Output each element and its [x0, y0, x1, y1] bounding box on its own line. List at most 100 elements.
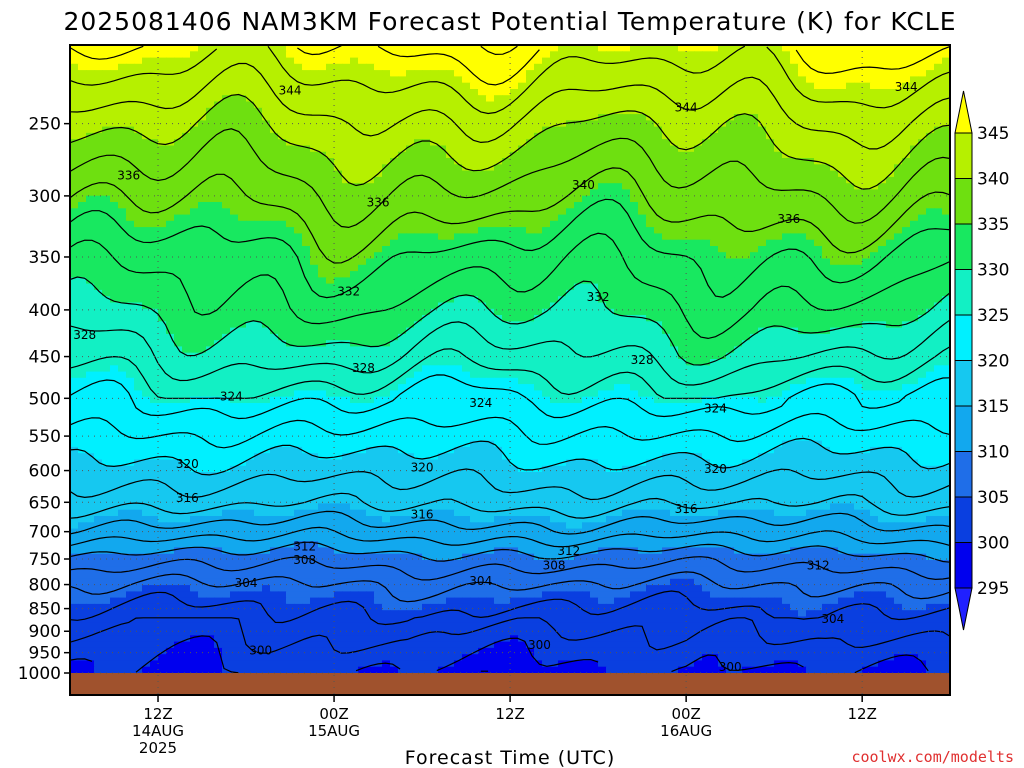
field-cell [110, 308, 119, 316]
field-cell [126, 296, 135, 304]
field-cell [750, 70, 759, 77]
field-cell [590, 189, 599, 197]
field-cell [910, 189, 919, 197]
field-cell [414, 220, 423, 228]
field-cell [774, 289, 783, 297]
field-cell [502, 70, 511, 77]
field-cell [406, 277, 415, 285]
field-cell [390, 296, 399, 304]
field-cell [110, 214, 119, 222]
field-cell [510, 101, 519, 109]
field-cell [734, 271, 743, 278]
field-cell [414, 321, 423, 329]
field-cell [142, 233, 151, 241]
field-cell [462, 139, 471, 147]
field-cell [454, 208, 463, 216]
field-cell [110, 233, 119, 241]
field-cell [726, 114, 735, 121]
field-cell [654, 151, 663, 159]
field-cell [518, 45, 527, 52]
field-cell [350, 258, 359, 266]
field-cell [686, 227, 695, 234]
field-cell [102, 176, 111, 184]
field-cell [654, 189, 663, 197]
field-cell [366, 252, 375, 260]
field-cell [398, 139, 407, 147]
field-cell [198, 189, 207, 197]
field-cell [70, 195, 79, 203]
field-cell [742, 202, 751, 209]
field-cell [790, 158, 799, 165]
field-cell [590, 296, 599, 304]
field-cell [934, 76, 943, 84]
field-cell [566, 214, 575, 222]
field-cell [398, 289, 407, 297]
field-cell [238, 302, 247, 310]
field-cell [446, 183, 455, 191]
field-cell [246, 45, 255, 52]
field-cell [710, 189, 719, 197]
field-cell [502, 315, 511, 322]
field-cell [302, 158, 311, 165]
field-cell [734, 82, 743, 90]
field-cell [798, 264, 807, 272]
field-cell [78, 252, 87, 260]
field-cell [926, 70, 935, 77]
field-cell [846, 271, 855, 278]
field-cell [78, 158, 87, 165]
field-cell [654, 63, 663, 71]
field-cell [734, 208, 743, 216]
field-cell [462, 302, 471, 310]
field-cell [350, 308, 359, 316]
field-cell [598, 132, 607, 140]
field-cell [86, 220, 95, 228]
field-cell [254, 82, 263, 90]
field-cell [150, 227, 159, 234]
field-cell [822, 45, 831, 52]
field-cell [550, 296, 559, 304]
field-cell [110, 271, 119, 278]
field-cell [806, 101, 815, 109]
field-cell [526, 164, 535, 172]
field-cell [422, 82, 431, 90]
field-cell [310, 233, 319, 241]
field-cell [790, 220, 799, 228]
field-cell [102, 139, 111, 147]
field-cell [622, 233, 631, 241]
field-cell [798, 158, 807, 165]
field-cell [342, 57, 351, 65]
field-cell [398, 120, 407, 128]
field-cell [270, 132, 279, 140]
field-cell [398, 296, 407, 304]
field-cell [902, 51, 911, 59]
field-cell [710, 114, 719, 121]
field-cell [206, 308, 215, 316]
field-cell [398, 239, 407, 247]
field-cell [806, 315, 815, 322]
field-cell [606, 139, 615, 147]
field-cell [694, 246, 703, 253]
field-cell [942, 277, 950, 285]
field-cell [94, 208, 103, 216]
field-cell [694, 57, 703, 65]
field-cell [542, 158, 551, 165]
field-cell [742, 82, 751, 90]
field-cell [798, 296, 807, 304]
field-cell [558, 302, 567, 310]
field-cell [206, 227, 215, 234]
field-cell [366, 101, 375, 109]
field-cell [478, 170, 487, 178]
field-cell [574, 220, 583, 228]
field-cell [446, 289, 455, 297]
field-cell [942, 132, 950, 140]
field-cell [654, 258, 663, 266]
field-cell [382, 202, 391, 209]
field-cell [702, 264, 711, 272]
field-cell [526, 264, 535, 272]
field-cell [750, 258, 759, 266]
field-cell [446, 252, 455, 260]
field-cell [70, 126, 79, 134]
field-cell [278, 277, 287, 285]
field-cell [166, 239, 175, 247]
field-cell [918, 296, 927, 304]
